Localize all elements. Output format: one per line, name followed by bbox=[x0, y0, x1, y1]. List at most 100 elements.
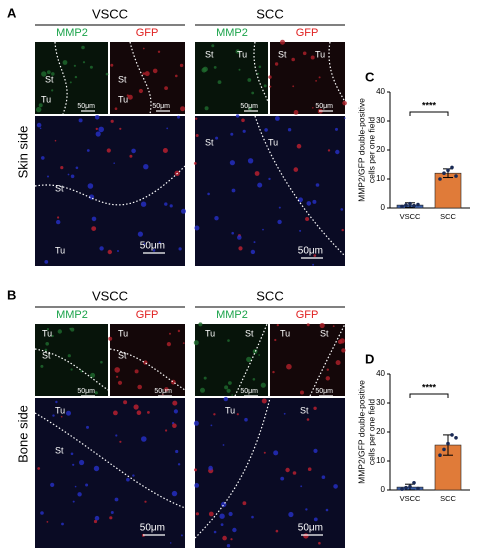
x-tick-label: VSCC bbox=[400, 212, 421, 221]
cell-dot bbox=[72, 463, 75, 466]
scale-bar-label: 50μm bbox=[315, 103, 333, 110]
cell-dot bbox=[215, 136, 219, 140]
cell-dot bbox=[171, 490, 178, 497]
cell-dot bbox=[158, 241, 161, 244]
cell-dot bbox=[264, 128, 268, 132]
boundary-line bbox=[254, 115, 346, 257]
data-point bbox=[438, 453, 442, 458]
cell-dot bbox=[51, 72, 55, 76]
region-label: St bbox=[300, 405, 309, 415]
cell-dot bbox=[224, 385, 229, 390]
cell-dot bbox=[143, 164, 149, 170]
cell-dot bbox=[40, 364, 44, 368]
cell-dot bbox=[217, 80, 222, 84]
data-point bbox=[450, 165, 454, 170]
region-label: Tu bbox=[205, 328, 215, 338]
cell-dot bbox=[172, 423, 177, 428]
cell-dot bbox=[113, 410, 118, 416]
cell-dot bbox=[129, 154, 133, 158]
cell-dot bbox=[80, 370, 83, 373]
channel-label: MMP2 bbox=[216, 27, 248, 39]
cell-dot bbox=[132, 474, 135, 477]
cell-dot bbox=[194, 483, 200, 488]
cell-dot bbox=[258, 354, 261, 356]
cell-dot bbox=[47, 175, 49, 178]
scale-bar-label: 50μm bbox=[77, 388, 95, 395]
data-point bbox=[450, 433, 454, 437]
y-axis-label: MMP2/GFP double-positive bbox=[356, 380, 366, 484]
y-axis-label: cells per one field bbox=[366, 399, 376, 465]
cell-dot bbox=[335, 127, 338, 131]
data-point bbox=[412, 203, 416, 208]
cell-dot bbox=[46, 70, 51, 75]
micrograph: Tu St 50μm bbox=[34, 398, 186, 548]
cell-dot bbox=[79, 459, 85, 466]
data-point bbox=[438, 177, 442, 181]
cell-dot bbox=[152, 68, 158, 74]
x-tick-label: VSCC bbox=[400, 494, 421, 503]
cell-dot bbox=[250, 249, 256, 255]
data-point bbox=[446, 168, 450, 173]
cell-dot bbox=[51, 334, 54, 338]
data-point bbox=[408, 484, 412, 489]
cell-dot bbox=[177, 463, 181, 466]
data-point bbox=[412, 480, 416, 485]
micrograph-background bbox=[195, 398, 345, 548]
cell-dot bbox=[258, 65, 262, 69]
cell-dot bbox=[165, 429, 168, 432]
cell-dot bbox=[335, 149, 340, 155]
cell-dot bbox=[244, 417, 248, 422]
cell-dot bbox=[231, 394, 233, 396]
cell-dot bbox=[268, 75, 272, 79]
cell-dot bbox=[194, 468, 197, 472]
region-label: St bbox=[205, 49, 214, 59]
cell-dot bbox=[268, 177, 271, 181]
cell-dot bbox=[252, 378, 256, 381]
cell-dot bbox=[306, 323, 310, 327]
cell-dot bbox=[247, 78, 252, 82]
scale-bar-label: 50μm bbox=[140, 523, 165, 534]
cell-dot bbox=[275, 529, 279, 533]
cell-dot bbox=[85, 483, 89, 487]
cell-dot bbox=[293, 167, 299, 172]
cell-dot bbox=[254, 171, 260, 176]
cell-dot bbox=[152, 249, 156, 252]
cell-dot bbox=[313, 254, 317, 257]
cell-dot bbox=[292, 471, 297, 475]
micrograph: Tu St 50μm bbox=[193, 322, 268, 397]
cell-dot bbox=[230, 132, 234, 136]
micrograph-background bbox=[270, 42, 345, 114]
cell-dot bbox=[164, 387, 169, 392]
region-label: Tu bbox=[237, 49, 247, 59]
data-point bbox=[442, 171, 446, 175]
cell-dot bbox=[169, 204, 173, 208]
cell-dot bbox=[66, 410, 71, 416]
cell-dot bbox=[164, 202, 168, 206]
cell-dot bbox=[313, 406, 317, 410]
cell-dot bbox=[286, 363, 292, 370]
data-point bbox=[454, 174, 458, 178]
cell-dot bbox=[116, 375, 119, 378]
scale-bar-label: 50μm bbox=[315, 388, 333, 395]
region-label: Tu bbox=[42, 328, 52, 338]
cell-dot bbox=[307, 467, 312, 471]
cell-dot bbox=[303, 533, 309, 539]
cell-dot bbox=[106, 148, 111, 153]
cell-dot bbox=[177, 115, 180, 119]
cell-dot bbox=[248, 106, 252, 111]
cell-dot bbox=[117, 380, 123, 385]
cell-dot bbox=[312, 263, 315, 266]
data-point bbox=[416, 202, 420, 207]
significance-label: **** bbox=[422, 100, 437, 110]
cell-dot bbox=[178, 247, 182, 251]
x-tick-label: SCC bbox=[440, 212, 456, 221]
cell-dot bbox=[45, 342, 49, 346]
region-label: Tu bbox=[225, 405, 235, 415]
cell-dot bbox=[227, 339, 230, 342]
y-tick-label: 30 bbox=[376, 398, 385, 407]
data-point bbox=[404, 485, 408, 490]
cell-dot bbox=[107, 249, 113, 255]
cell-dot bbox=[313, 517, 318, 522]
cell-dot bbox=[277, 219, 282, 225]
cell-dot bbox=[162, 393, 164, 396]
